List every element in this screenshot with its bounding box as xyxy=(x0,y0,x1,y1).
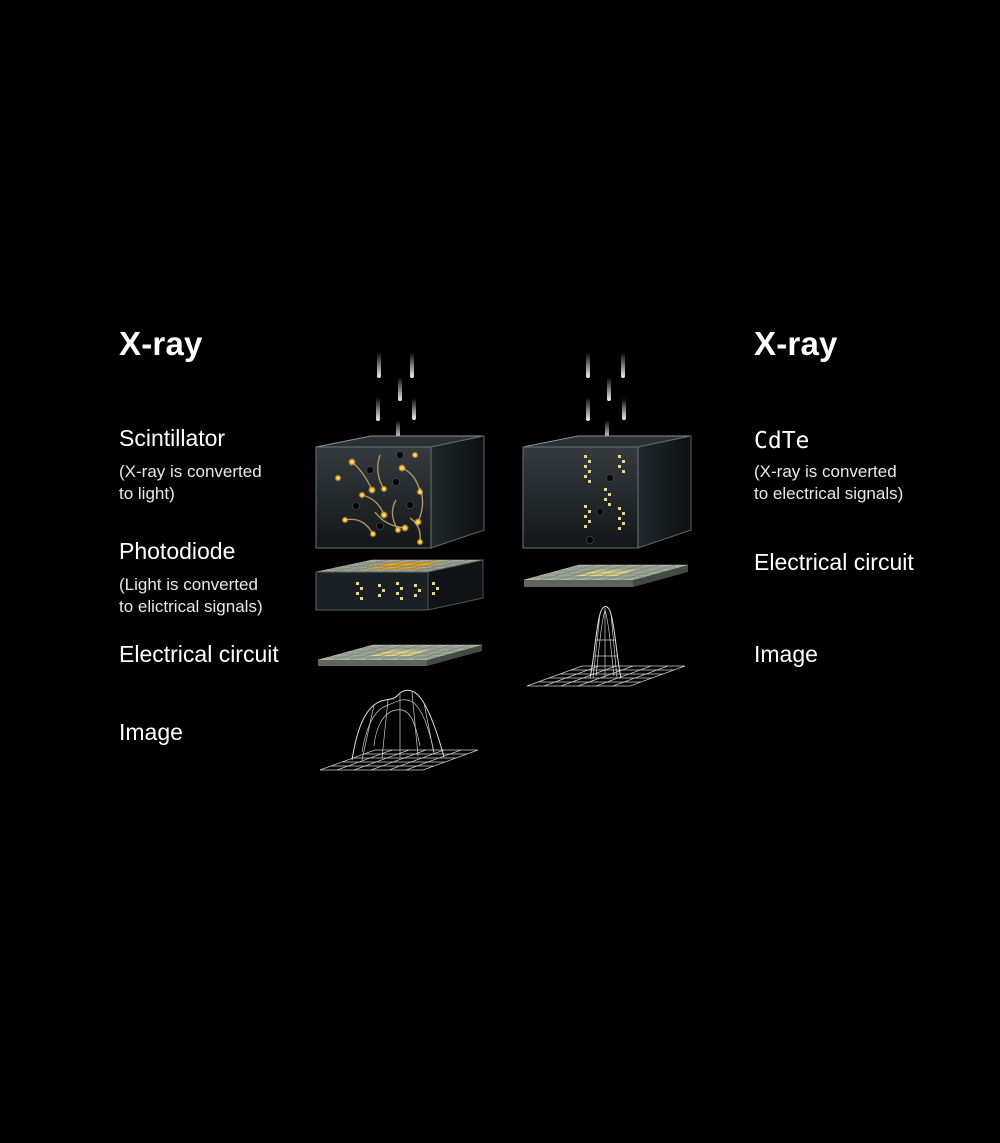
photodiode-note-1: (Light is converted xyxy=(119,575,258,594)
left-image-mesh xyxy=(319,689,479,771)
scintillator-label: Scintillator xyxy=(119,425,226,451)
right-xray-heading: X-ray xyxy=(754,325,838,362)
right-incoming-xrays xyxy=(586,352,626,440)
left-circuit-plate xyxy=(317,644,483,666)
cdte-label: CdTe xyxy=(754,428,810,454)
left-circuit-label: Electrical circuit xyxy=(119,641,279,667)
left-incoming-xrays xyxy=(376,352,416,440)
photodiode-plate xyxy=(315,559,484,611)
cdte-block xyxy=(522,435,692,549)
left-image-label: Image xyxy=(119,719,183,745)
scintillator-block xyxy=(315,435,485,549)
photodiode-note-2: to elictrical signals) xyxy=(119,597,263,616)
cdte-note-1: (X-ray is converted xyxy=(754,462,897,481)
right-image-label: Image xyxy=(754,641,818,667)
photodiode-label: Photodiode xyxy=(119,538,236,564)
scintillator-note-1: (X-ray is converted xyxy=(119,462,262,481)
left-xray-heading: X-ray xyxy=(119,325,203,362)
right-circuit-label: Electrical circuit xyxy=(754,549,914,575)
right-circuit-plate xyxy=(523,564,689,587)
cdte-note-2: to electrical signals) xyxy=(754,484,904,503)
right-image-mesh xyxy=(526,606,686,687)
scintillator-note-2: to light) xyxy=(119,484,175,503)
